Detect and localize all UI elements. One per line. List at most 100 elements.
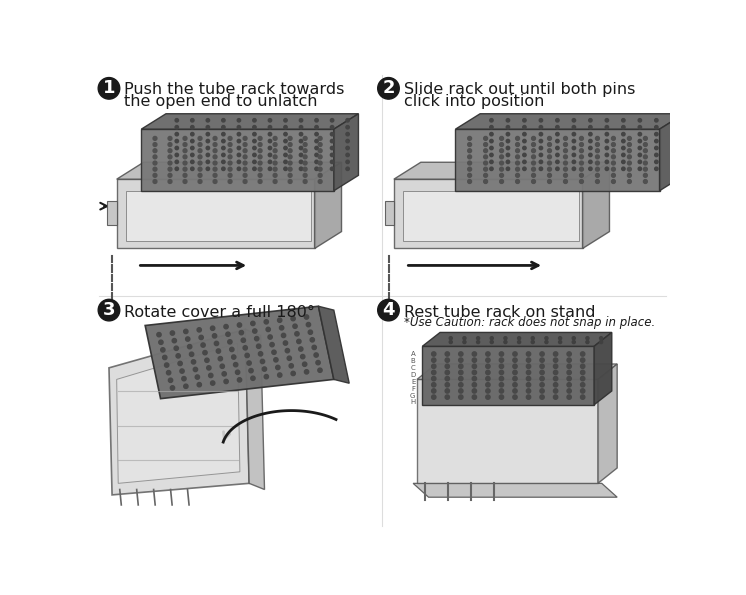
Circle shape — [468, 155, 471, 159]
Circle shape — [621, 160, 625, 164]
Circle shape — [269, 118, 272, 122]
Circle shape — [346, 160, 349, 164]
Circle shape — [237, 133, 241, 136]
Circle shape — [214, 342, 219, 346]
Circle shape — [499, 370, 504, 375]
Circle shape — [621, 133, 625, 136]
Circle shape — [243, 173, 247, 177]
Circle shape — [168, 161, 172, 165]
Circle shape — [303, 143, 307, 146]
Circle shape — [285, 349, 289, 353]
Circle shape — [472, 370, 477, 375]
Circle shape — [563, 161, 568, 165]
Circle shape — [315, 146, 319, 150]
Circle shape — [612, 155, 615, 159]
Circle shape — [563, 173, 568, 177]
Circle shape — [572, 126, 576, 129]
Circle shape — [172, 339, 177, 343]
Circle shape — [580, 173, 583, 177]
Circle shape — [263, 367, 266, 371]
Circle shape — [539, 154, 542, 156]
Circle shape — [532, 167, 536, 171]
Circle shape — [449, 340, 452, 343]
Circle shape — [483, 173, 488, 177]
Circle shape — [299, 118, 303, 122]
Circle shape — [346, 133, 349, 136]
Circle shape — [160, 347, 165, 352]
Circle shape — [210, 381, 215, 385]
Circle shape — [283, 154, 287, 156]
Circle shape — [499, 352, 504, 356]
Circle shape — [523, 139, 526, 143]
Circle shape — [201, 343, 205, 347]
Circle shape — [483, 155, 488, 159]
Circle shape — [572, 160, 576, 164]
Circle shape — [472, 358, 477, 362]
Circle shape — [532, 149, 536, 153]
Circle shape — [288, 173, 292, 177]
Text: *Use Caution: rack does not snap in place.: *Use Caution: rack does not snap in plac… — [404, 317, 655, 329]
Circle shape — [655, 160, 658, 164]
Circle shape — [527, 377, 530, 381]
Circle shape — [644, 155, 648, 159]
Circle shape — [507, 118, 510, 122]
Circle shape — [169, 378, 172, 383]
Circle shape — [258, 149, 262, 153]
Text: D: D — [410, 372, 416, 378]
Circle shape — [554, 377, 558, 381]
Circle shape — [459, 377, 463, 381]
Circle shape — [213, 161, 217, 165]
Circle shape — [251, 321, 255, 325]
Circle shape — [258, 180, 262, 183]
Circle shape — [303, 173, 307, 177]
Circle shape — [567, 358, 571, 362]
Circle shape — [671, 167, 674, 171]
Circle shape — [243, 155, 247, 159]
Circle shape — [189, 352, 194, 356]
Circle shape — [213, 149, 217, 153]
Polygon shape — [107, 201, 116, 226]
Circle shape — [183, 143, 187, 146]
Circle shape — [554, 352, 558, 356]
Circle shape — [539, 167, 542, 171]
Circle shape — [638, 154, 642, 156]
Circle shape — [545, 340, 548, 343]
Circle shape — [572, 133, 576, 136]
Circle shape — [319, 149, 322, 153]
Circle shape — [580, 364, 585, 368]
Circle shape — [330, 146, 333, 150]
Circle shape — [523, 154, 526, 156]
Circle shape — [283, 341, 288, 345]
Circle shape — [206, 133, 210, 136]
Circle shape — [216, 349, 221, 353]
Circle shape — [459, 389, 463, 393]
Circle shape — [621, 167, 625, 171]
Circle shape — [243, 149, 247, 153]
Circle shape — [168, 180, 172, 183]
Circle shape — [548, 161, 551, 165]
Circle shape — [228, 180, 232, 183]
Circle shape — [307, 322, 310, 327]
Circle shape — [330, 160, 333, 164]
Circle shape — [486, 370, 490, 375]
Circle shape — [237, 126, 241, 129]
Circle shape — [206, 139, 210, 143]
Text: B: B — [411, 358, 416, 364]
Circle shape — [178, 361, 182, 365]
Circle shape — [605, 154, 609, 156]
Circle shape — [283, 139, 287, 143]
Text: H: H — [410, 399, 416, 406]
Circle shape — [175, 139, 178, 143]
Circle shape — [283, 146, 287, 150]
Circle shape — [563, 149, 568, 153]
Circle shape — [489, 146, 493, 150]
Circle shape — [489, 154, 493, 156]
Circle shape — [556, 146, 559, 150]
Circle shape — [297, 339, 301, 343]
Circle shape — [483, 167, 488, 171]
Polygon shape — [403, 191, 579, 241]
Text: Rest tube rack on stand: Rest tube rack on stand — [404, 305, 595, 320]
Circle shape — [527, 358, 530, 362]
Circle shape — [477, 337, 480, 340]
Circle shape — [655, 154, 658, 156]
